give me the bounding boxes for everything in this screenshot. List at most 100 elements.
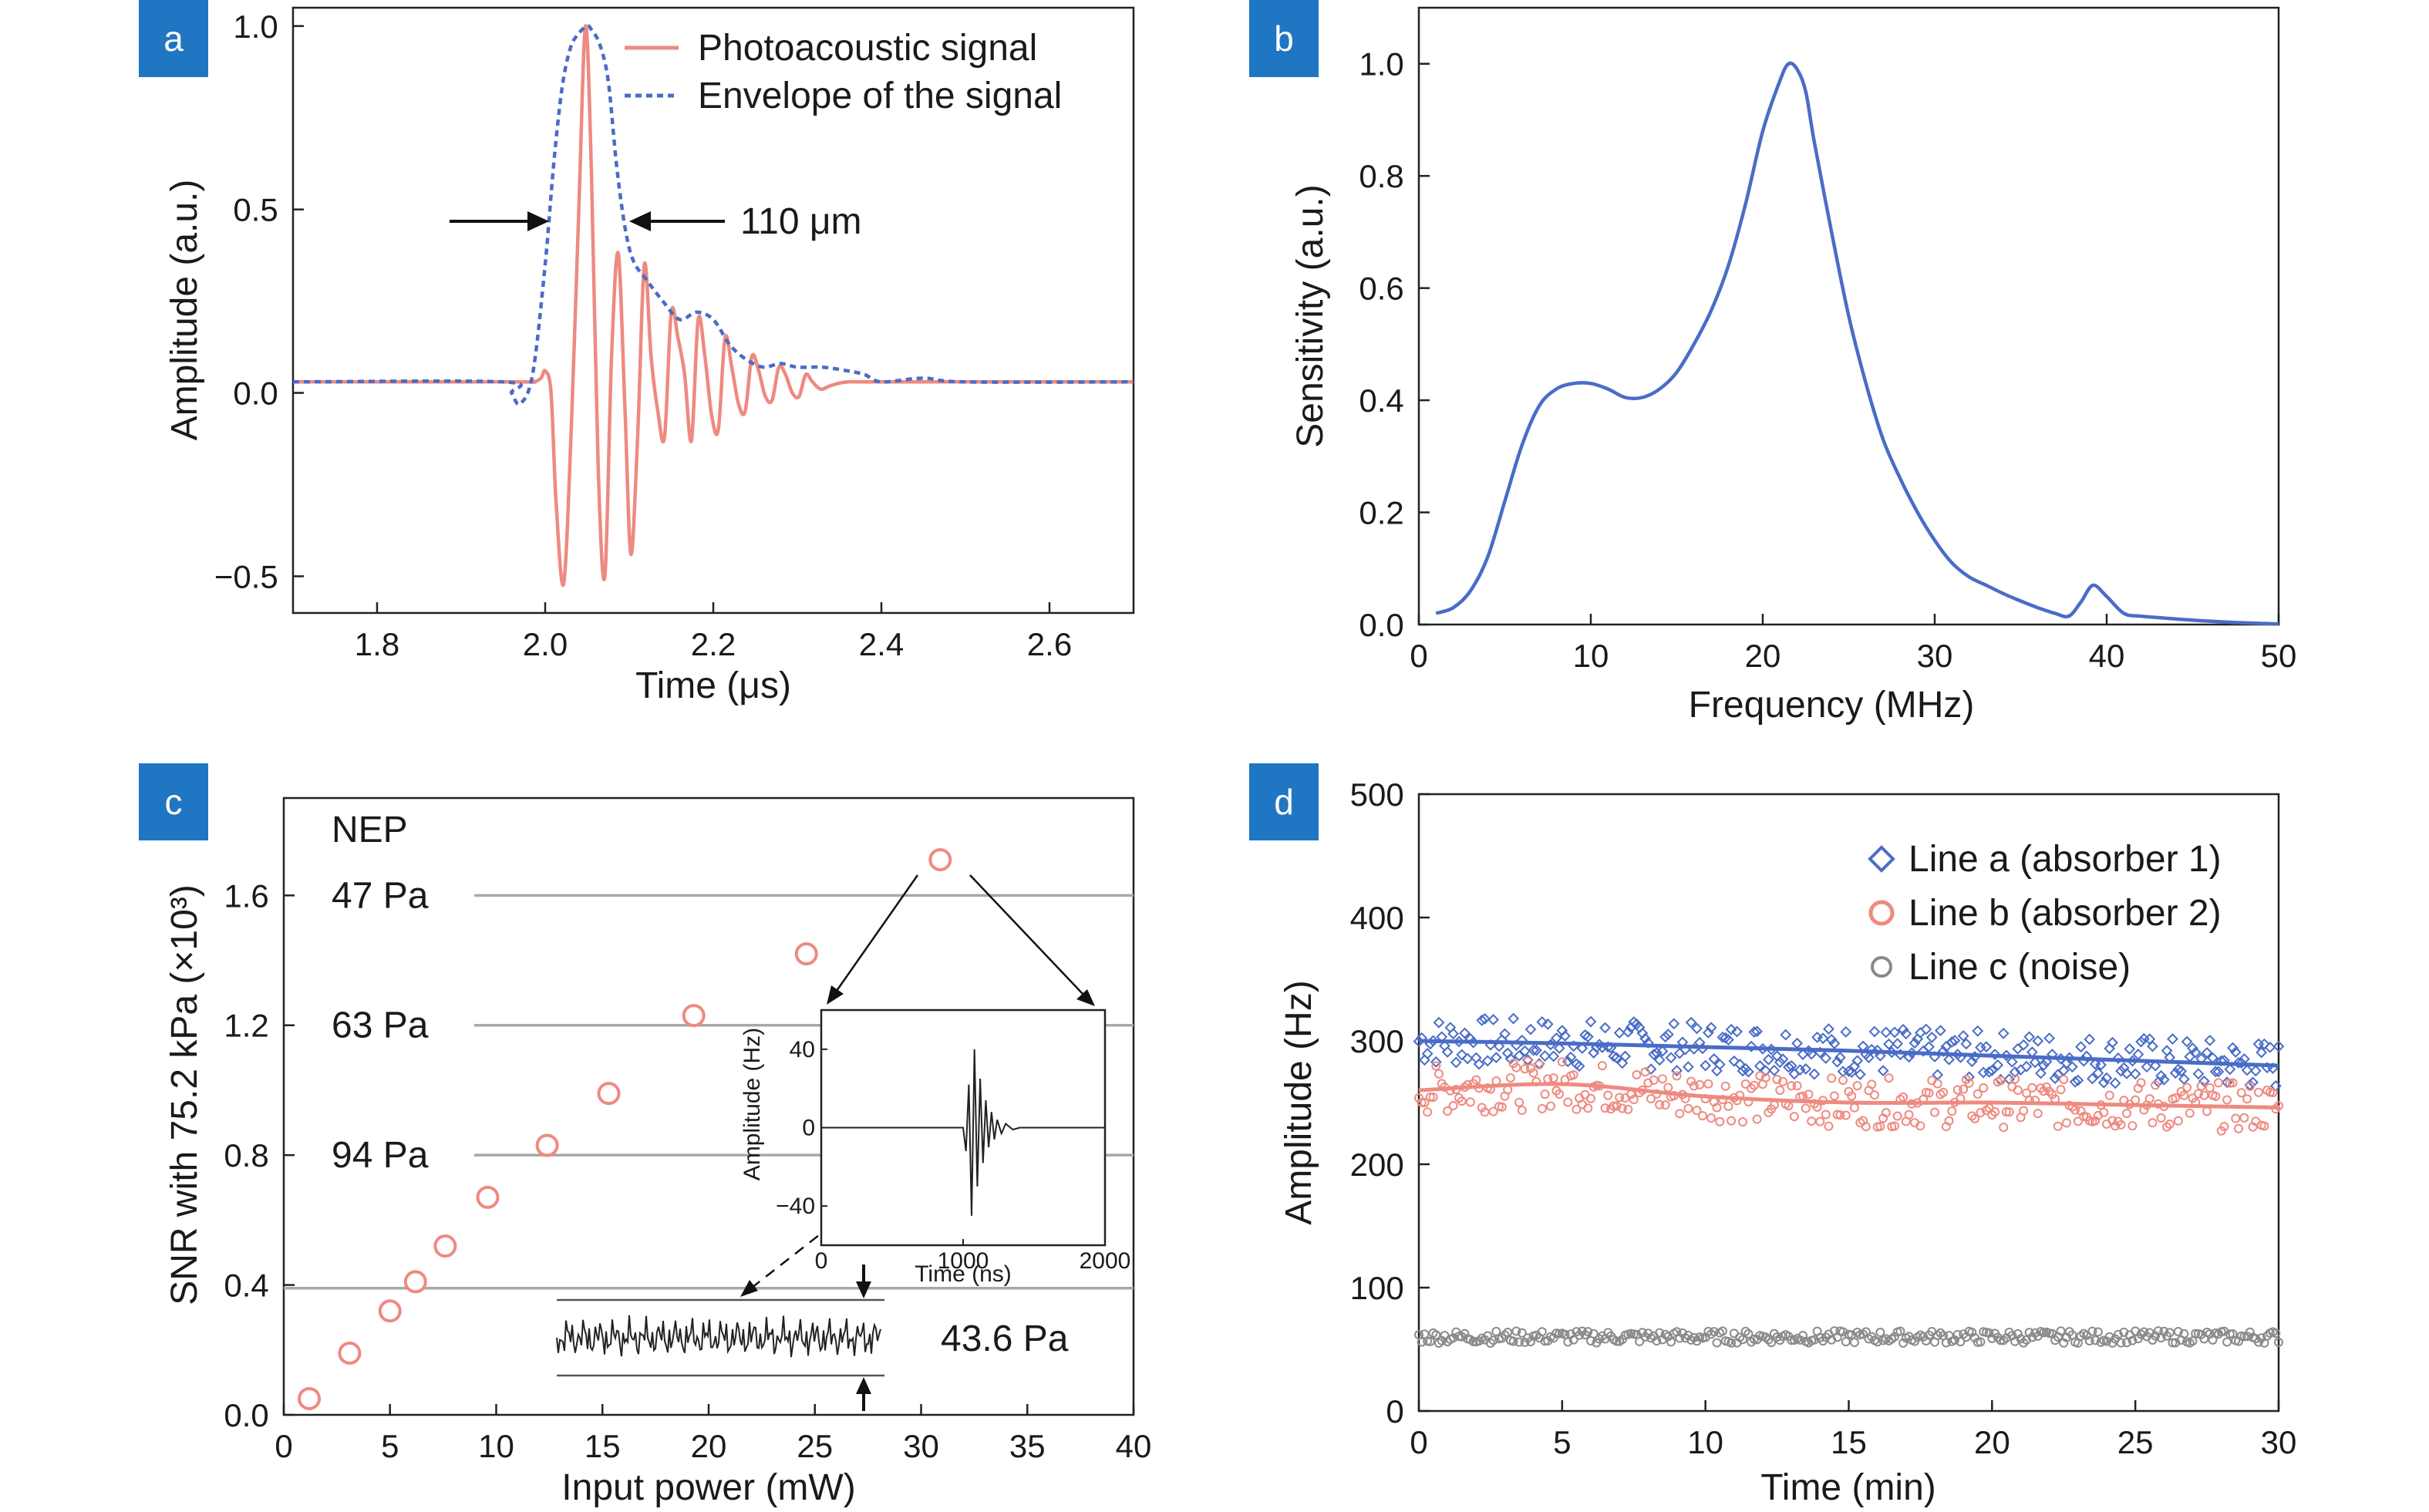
- line-c-point: [2191, 1328, 2201, 1339]
- line-c-point: [1935, 1328, 1946, 1338]
- snr-point: [928, 848, 952, 871]
- line-c-point: [2165, 1328, 2175, 1338]
- line-b-point: [1675, 1109, 1685, 1119]
- line-a-point: [2043, 1032, 2056, 1044]
- line-c-point: [1743, 1328, 1754, 1339]
- line-b-point: [2268, 1087, 2278, 1097]
- line-b-point: [1737, 1117, 1747, 1127]
- line-a-point: [2112, 1052, 2124, 1064]
- noise-level-label: 43.6 Pa: [941, 1318, 1069, 1359]
- line-a-point: [1868, 1025, 1881, 1038]
- line-c-point: [1847, 1330, 1857, 1340]
- line-c-point: [2116, 1338, 2126, 1348]
- line-a-point: [2087, 1073, 2098, 1085]
- line-b-trend: [1418, 1082, 2279, 1110]
- line-c-point: [1709, 1327, 1719, 1337]
- line-b-point: [1663, 1083, 1673, 1093]
- c-x-tick-label: 10: [478, 1428, 514, 1464]
- line-a-point: [2247, 1076, 2259, 1089]
- line-b-point: [1615, 1093, 1625, 1103]
- line-b-point: [1821, 1110, 1831, 1120]
- line-b-point: [1528, 1068, 1538, 1078]
- line-c-point: [1460, 1328, 1470, 1339]
- line-b-point: [1852, 1081, 1862, 1091]
- snr-point: [535, 1133, 559, 1157]
- line-b-point: [1540, 1089, 1550, 1099]
- line-a-point: [2035, 1067, 2047, 1079]
- d-x-tick-label: 10: [1687, 1424, 1723, 1460]
- line-a-point: [1768, 1064, 1780, 1076]
- line-a-point: [1966, 1056, 1978, 1068]
- line-a-point: [2147, 1040, 2158, 1052]
- line-c-point: [1703, 1326, 1713, 1336]
- line-b-point: [1884, 1073, 1894, 1083]
- line-b-point: [2127, 1121, 2138, 1131]
- legend-line-a-marker: [1868, 845, 1895, 873]
- snr-point: [682, 1004, 706, 1028]
- a-y-tick-label: 0.5: [233, 192, 278, 228]
- line-b-point: [2056, 1085, 2066, 1095]
- line-a-point: [1685, 1016, 1697, 1029]
- line-c-point: [1517, 1328, 1527, 1338]
- line-a-point: [1516, 1034, 1528, 1046]
- line-c-point: [1889, 1332, 1899, 1342]
- line-a-point: [1986, 1064, 1998, 1076]
- noise-trace-box: 43.6 Pa: [556, 1264, 1069, 1411]
- line-b-point: [1568, 1070, 1578, 1080]
- line-a-point: [2115, 1065, 2127, 1077]
- line-b-point: [2205, 1083, 2215, 1093]
- line-b-point: [1841, 1110, 1851, 1120]
- snr-point: [378, 1299, 402, 1323]
- line-c-point: [1717, 1326, 1727, 1336]
- line-b-point: [1514, 1097, 1524, 1107]
- line-a-point: [2135, 1036, 2148, 1048]
- line-b-point: [2219, 1122, 2229, 1132]
- line-c-point: [2019, 1338, 2029, 1348]
- line-a-point: [2006, 1056, 2018, 1068]
- line-c-point: [1727, 1338, 1737, 1348]
- b-x-tick-label: 40: [2089, 638, 2125, 674]
- line-a-point: [2049, 1073, 2061, 1084]
- line-b-point: [1525, 1063, 1535, 1073]
- line-a-point: [2072, 1074, 2084, 1086]
- c-x-tick-label: 5: [381, 1428, 399, 1464]
- line-c-point: [1767, 1338, 1777, 1348]
- line-a-point: [2121, 1067, 2133, 1079]
- line-c-point: [2010, 1336, 2020, 1346]
- line-c-point: [2271, 1328, 2281, 1339]
- line-c-point: [1706, 1329, 1716, 1339]
- line-a-point: [2272, 1040, 2285, 1052]
- line-a-point: [1642, 1037, 1654, 1049]
- line-b-point: [2233, 1123, 2243, 1133]
- line-a-point: [2132, 1049, 2144, 1060]
- line-b-point: [1511, 1062, 1521, 1073]
- line-c-point: [1485, 1338, 1495, 1348]
- line-c-point: [1680, 1333, 1690, 1343]
- line-a-point: [1754, 1060, 1766, 1072]
- line-b-point: [2182, 1083, 2192, 1093]
- line-a-point: [1668, 1018, 1680, 1030]
- line-b-point: [1889, 1121, 1899, 1131]
- line-b-point: [1970, 1113, 1980, 1123]
- line-b-point: [2053, 1121, 2063, 1131]
- line-b-point: [2213, 1078, 2223, 1088]
- snr-point: [403, 1270, 427, 1294]
- line-b-point: [1752, 1114, 1762, 1124]
- d-y-tick-label: 500: [1350, 776, 1404, 813]
- line-c-point: [1474, 1336, 1484, 1346]
- line-b-point: [1867, 1079, 1877, 1089]
- y-axis-label-a: Amplitude (a.u.): [164, 180, 205, 441]
- line-a-point: [1840, 1025, 1852, 1038]
- snr-point: [794, 942, 818, 966]
- line-b-point: [2193, 1089, 2203, 1099]
- line-c-point: [1677, 1328, 1687, 1338]
- line-b-point: [1612, 1101, 1622, 1111]
- line-c-point: [2159, 1326, 2169, 1336]
- line-b-point: [1755, 1071, 1765, 1081]
- legend-line-b-marker: [1868, 900, 1895, 926]
- line-c-point: [2127, 1335, 2138, 1345]
- line-a-point: [1711, 1065, 1723, 1077]
- line-b-point: [1488, 1106, 1498, 1116]
- line-a-point: [1774, 1056, 1786, 1069]
